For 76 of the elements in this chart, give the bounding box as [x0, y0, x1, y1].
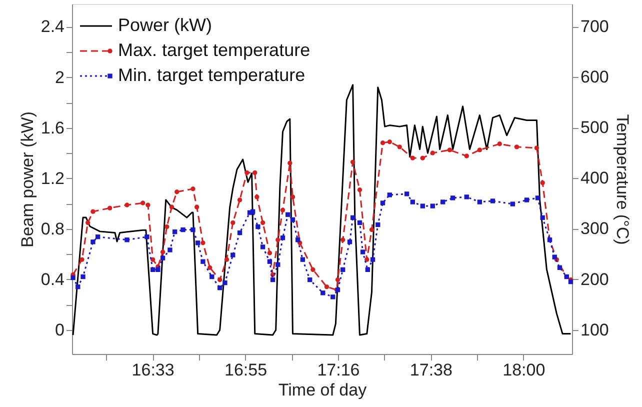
point	[217, 277, 222, 282]
point	[447, 148, 452, 152]
point	[280, 208, 286, 212]
point	[80, 257, 84, 262]
point	[200, 240, 206, 246]
point	[310, 267, 316, 272]
point	[380, 140, 386, 146]
point	[477, 148, 482, 152]
x-tick-label: 16:55	[224, 360, 268, 380]
point	[169, 204, 174, 210]
point	[150, 257, 156, 262]
point	[364, 257, 370, 262]
point	[335, 277, 340, 282]
y-axis-title: Beam power (kW)	[18, 111, 37, 248]
point	[514, 144, 520, 150]
point	[464, 154, 469, 158]
point	[260, 220, 266, 226]
point	[324, 284, 330, 290]
point	[540, 180, 545, 186]
point	[420, 156, 425, 160]
y-tick-label: 2.4	[40, 17, 64, 36]
point	[160, 250, 166, 254]
point	[397, 144, 402, 150]
point	[340, 238, 346, 242]
line-series	[72, 84, 572, 336]
legend-label: Max. target temperature	[118, 40, 310, 60]
y2-tick-label: 300	[580, 219, 609, 238]
point	[124, 202, 130, 208]
point	[410, 156, 416, 160]
point	[290, 194, 296, 200]
point	[146, 202, 150, 208]
y-tick-label: 0.8	[40, 219, 64, 238]
point	[244, 170, 250, 176]
point	[90, 209, 96, 214]
point	[252, 170, 258, 176]
point	[267, 250, 272, 256]
x-tick-label: 16:33	[132, 360, 174, 380]
point	[86, 220, 90, 226]
point	[387, 140, 392, 144]
point	[369, 227, 374, 232]
point	[237, 198, 242, 202]
legend-label: Power (kW)	[118, 15, 212, 35]
y-tick-label: 2	[55, 68, 64, 87]
y2-tick-label: 500	[580, 118, 609, 138]
point	[497, 142, 502, 146]
y-tick-label: 0	[55, 320, 64, 340]
point	[224, 257, 230, 262]
point	[276, 238, 280, 242]
legend-label: Min. target temperature	[118, 65, 306, 85]
x-tick-label: 18:00	[502, 360, 546, 380]
y2-tick-label: 100	[580, 320, 609, 340]
y2-axis-title: Temperature (°C)	[612, 114, 632, 245]
point	[208, 265, 212, 270]
y-tick-label: 1.6	[40, 118, 64, 138]
y2-tick-label: 400	[580, 168, 609, 188]
point	[288, 160, 292, 166]
point	[164, 224, 170, 230]
point	[230, 220, 236, 226]
point	[254, 194, 260, 200]
point	[350, 160, 356, 164]
x-axis-title: Time of day	[278, 380, 368, 400]
point	[190, 186, 196, 192]
point	[108, 206, 112, 210]
y2-tick-label: 200	[580, 270, 609, 289]
y-tick-label: 0.4	[40, 270, 64, 289]
x-tick-label: 17:16	[317, 360, 360, 380]
point	[174, 190, 180, 194]
point	[194, 204, 200, 210]
point	[357, 188, 362, 192]
y2-tick-label: 600	[580, 68, 609, 87]
point	[534, 146, 540, 150]
y2-tick-label: 700	[580, 17, 609, 36]
y-tick-label: 1.2	[40, 168, 64, 188]
x-tick-label: 17:38	[410, 360, 452, 380]
point	[140, 200, 146, 206]
point	[430, 150, 435, 156]
